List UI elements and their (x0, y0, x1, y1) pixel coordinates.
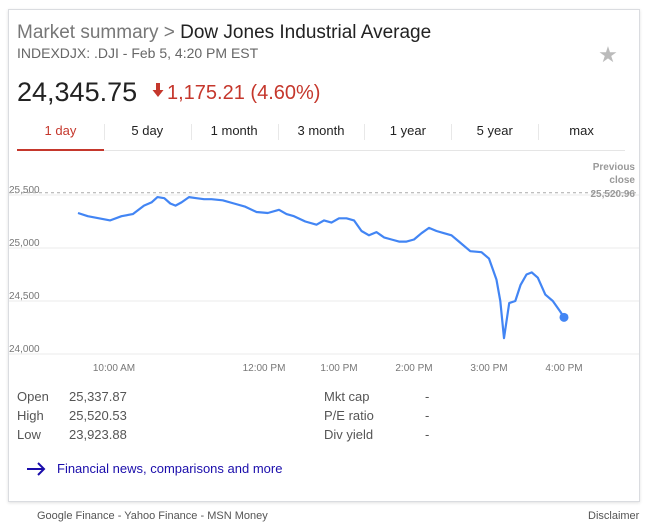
page-title: Dow Jones Industrial Average (180, 22, 432, 43)
stat-label: Open (17, 389, 49, 404)
current-price: 24,345.75 (17, 77, 138, 107)
x-tick-label: 10:00 AM (93, 363, 135, 374)
tab-1-day[interactable]: 1 day (17, 116, 104, 151)
y-tick-label: 24,500 (9, 291, 40, 302)
previous-close-label: Previous (593, 162, 636, 173)
stat-label: High (17, 408, 44, 423)
arrow-down-icon (152, 83, 164, 102)
index-subtitle: INDEXDJX: .DJI - Feb 5, 4:20 PM EST (17, 45, 259, 61)
tab-5-day[interactable]: 5 day (103, 116, 191, 150)
tab-1-month[interactable]: 1 month (190, 116, 278, 150)
stat-label: P/E ratio (324, 408, 374, 423)
arrow-right-icon (27, 461, 46, 476)
y-tick-label: 24,000 (9, 344, 40, 355)
tab-5-year[interactable]: 5 year (451, 116, 538, 150)
price-change: 1,175.21 (4.60%) (152, 82, 320, 105)
price-change-value: 1,175.21 (4.60%) (167, 82, 321, 104)
financial-news-label: Financial news, comparisons and more (57, 461, 283, 476)
previous-close-label: close (609, 175, 635, 186)
intraday-chart[interactable]: 25,500 25,000 24,500 24,000 Previous close 25,… (9, 150, 639, 380)
stat-value: - (425, 427, 430, 442)
stat-value: 25,337.87 (69, 389, 127, 404)
disclaimer-link[interactable]: Disclaimer (588, 510, 640, 522)
star-icon[interactable]: ★ (598, 42, 618, 67)
y-tick-label: 25,500 (9, 185, 40, 196)
stat-value: - (425, 389, 430, 404)
financial-news-link[interactable]: Financial news, comparisons and more (27, 461, 282, 476)
price-series-line (77, 196, 565, 340)
y-tick-label: 25,000 (9, 238, 40, 249)
market-summary-card (8, 9, 640, 502)
stat-label: Mkt cap (324, 389, 370, 404)
x-tick-label: 4:00 PM (545, 363, 582, 374)
x-tick-label: 2:00 PM (395, 363, 432, 374)
tab-3-month[interactable]: 3 month (277, 116, 365, 150)
tab-max[interactable]: max (538, 116, 625, 150)
breadcrumb-separator: > (163, 22, 175, 43)
x-tick-label: 3:00 PM (470, 363, 507, 374)
stat-value: 25,520.53 (69, 408, 127, 423)
tab-1-year[interactable]: 1 year (364, 116, 451, 150)
stat-label: Div yield (324, 427, 374, 442)
last-price-point (559, 312, 569, 322)
x-tick-label: 12:00 PM (243, 363, 286, 374)
stat-label: Low (17, 427, 41, 442)
x-tick-label: 1:00 PM (320, 363, 357, 374)
breadcrumb-root[interactable]: Market summary (17, 22, 159, 43)
stat-value: 23,923.88 (69, 427, 127, 442)
previous-close-value: 25,520.96 (591, 189, 636, 200)
range-tabs: 1 day 5 day 1 month 3 month 1 year 5 yea… (17, 116, 625, 151)
source-links[interactable]: Google Finance - Yahoo Finance - MSN Mon… (37, 510, 268, 522)
stat-value: - (425, 408, 430, 423)
breadcrumb: Market summary > Dow Jones Industrial Av… (17, 22, 431, 44)
